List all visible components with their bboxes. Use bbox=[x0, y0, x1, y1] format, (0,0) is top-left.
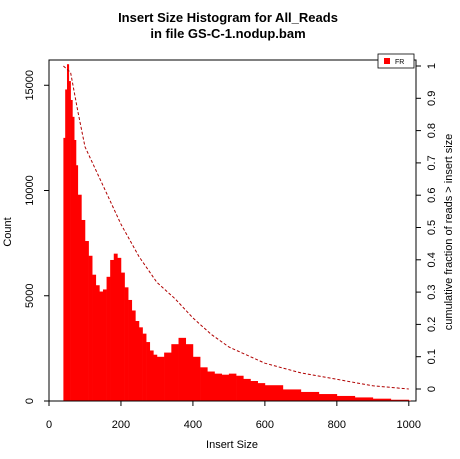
histogram-bar bbox=[110, 259, 115, 401]
histogram-bar bbox=[236, 375, 244, 401]
legend: FR bbox=[377, 53, 415, 69]
x-axis: 0 200 400 600 800 1000 bbox=[46, 400, 421, 431]
x-tick-label: 800 bbox=[328, 419, 346, 431]
histogram-bar bbox=[113, 253, 118, 401]
histogram-bar bbox=[192, 356, 201, 401]
histogram-bar bbox=[135, 321, 140, 401]
histogram-bar bbox=[65, 89, 68, 401]
y-tick-label: 15000 bbox=[24, 70, 36, 101]
histogram-bar bbox=[63, 137, 66, 401]
y2-tick-label: 0 bbox=[426, 386, 438, 392]
histogram-bar bbox=[185, 344, 194, 401]
histogram-bar bbox=[84, 241, 89, 401]
legend-swatch bbox=[384, 58, 390, 64]
y-axis-label: Count bbox=[2, 217, 14, 246]
histogram-bar bbox=[214, 373, 223, 401]
y2-tick-label: 0.4 bbox=[426, 252, 438, 267]
histogram-bar bbox=[156, 356, 165, 401]
cumulative-fraction-line bbox=[63, 65, 409, 390]
histogram-bar bbox=[124, 287, 129, 401]
y2-tick-label: 0.6 bbox=[426, 188, 438, 203]
histogram-bar bbox=[200, 367, 208, 401]
legend-box bbox=[377, 53, 415, 69]
x-tick-label: 1000 bbox=[397, 419, 421, 431]
histogram-bar bbox=[390, 399, 410, 401]
histogram-bar bbox=[117, 257, 122, 401]
histogram-bar bbox=[74, 139, 77, 402]
histogram-bar bbox=[221, 374, 230, 401]
histogram-bar bbox=[171, 344, 179, 401]
y-tick-label: 10000 bbox=[24, 175, 36, 206]
histogram-bar bbox=[77, 194, 82, 401]
y-tick-label: 5000 bbox=[24, 284, 36, 308]
histogram-bar bbox=[178, 337, 187, 401]
histogram-bar bbox=[372, 398, 392, 401]
y2-tick-label: 0.1 bbox=[426, 349, 438, 364]
y2-tick-label: 1 bbox=[426, 63, 438, 69]
histogram-bar bbox=[81, 219, 86, 401]
histogram-bar bbox=[68, 81, 71, 402]
histogram-bar bbox=[149, 350, 154, 401]
histogram-bar bbox=[257, 383, 266, 401]
histogram-bar bbox=[243, 378, 251, 401]
legend-label: FR bbox=[395, 59, 404, 66]
histogram-bar bbox=[207, 371, 215, 401]
histogram-bar bbox=[153, 354, 158, 401]
histogram-bar bbox=[70, 99, 73, 402]
y2-tick-label: 0.8 bbox=[426, 123, 438, 138]
histogram-bar bbox=[102, 289, 107, 401]
y2-tick-label: 0.7 bbox=[426, 155, 438, 170]
histogram-bar bbox=[128, 299, 133, 401]
y2-axis-label: cumulative fraction of reads > insert si… bbox=[443, 134, 455, 331]
x-tick-label: 400 bbox=[184, 419, 202, 431]
y-tick-label: 0 bbox=[24, 398, 36, 404]
histogram-bar bbox=[131, 310, 136, 401]
x-tick-label: 0 bbox=[46, 419, 52, 431]
histogram-bar bbox=[250, 381, 258, 401]
histogram-bar bbox=[300, 391, 320, 401]
histogram-bar bbox=[95, 285, 100, 401]
histogram-bar bbox=[354, 397, 374, 401]
histogram-bar bbox=[138, 327, 143, 401]
y2-tick-label: 0.5 bbox=[426, 220, 438, 235]
x-tick-label: 200 bbox=[112, 419, 130, 431]
histogram-bar bbox=[75, 165, 79, 401]
histogram-bar bbox=[120, 272, 125, 401]
histogram-bar bbox=[146, 342, 151, 401]
histogram-bar bbox=[164, 352, 172, 401]
histogram-bar bbox=[66, 64, 70, 402]
y2-tick-label: 0.3 bbox=[426, 284, 438, 299]
y2-tick-label: 0.2 bbox=[426, 317, 438, 332]
histogram-bar bbox=[264, 385, 284, 401]
histogram-bar bbox=[72, 116, 75, 401]
histogram-bar bbox=[92, 274, 97, 401]
histogram-bar bbox=[142, 333, 147, 401]
y-axis: 0 5000 10000 15000 bbox=[24, 70, 50, 404]
histogram-bar bbox=[106, 276, 111, 401]
histogram-bar bbox=[318, 394, 338, 401]
histogram-bar bbox=[99, 291, 104, 401]
y2-axis: 0 0.1 0.2 0.3 0.4 0.5 0.6 0.7 0.8 0.9 1 bbox=[415, 63, 438, 392]
x-axis-label: Insert Size bbox=[206, 439, 258, 451]
chart-title: Insert Size Histogram for All_Reads bbox=[118, 10, 338, 25]
x-tick-label: 600 bbox=[256, 419, 274, 431]
histogram-bar bbox=[336, 395, 356, 401]
chart-subtitle: in file GS-C-1.nodup.bam bbox=[150, 26, 305, 41]
histogram-bar bbox=[282, 389, 302, 401]
histogram-bars bbox=[63, 64, 411, 402]
histogram-bar bbox=[88, 255, 93, 401]
histogram-bar bbox=[228, 373, 237, 401]
y2-tick-label: 0.9 bbox=[426, 91, 438, 106]
